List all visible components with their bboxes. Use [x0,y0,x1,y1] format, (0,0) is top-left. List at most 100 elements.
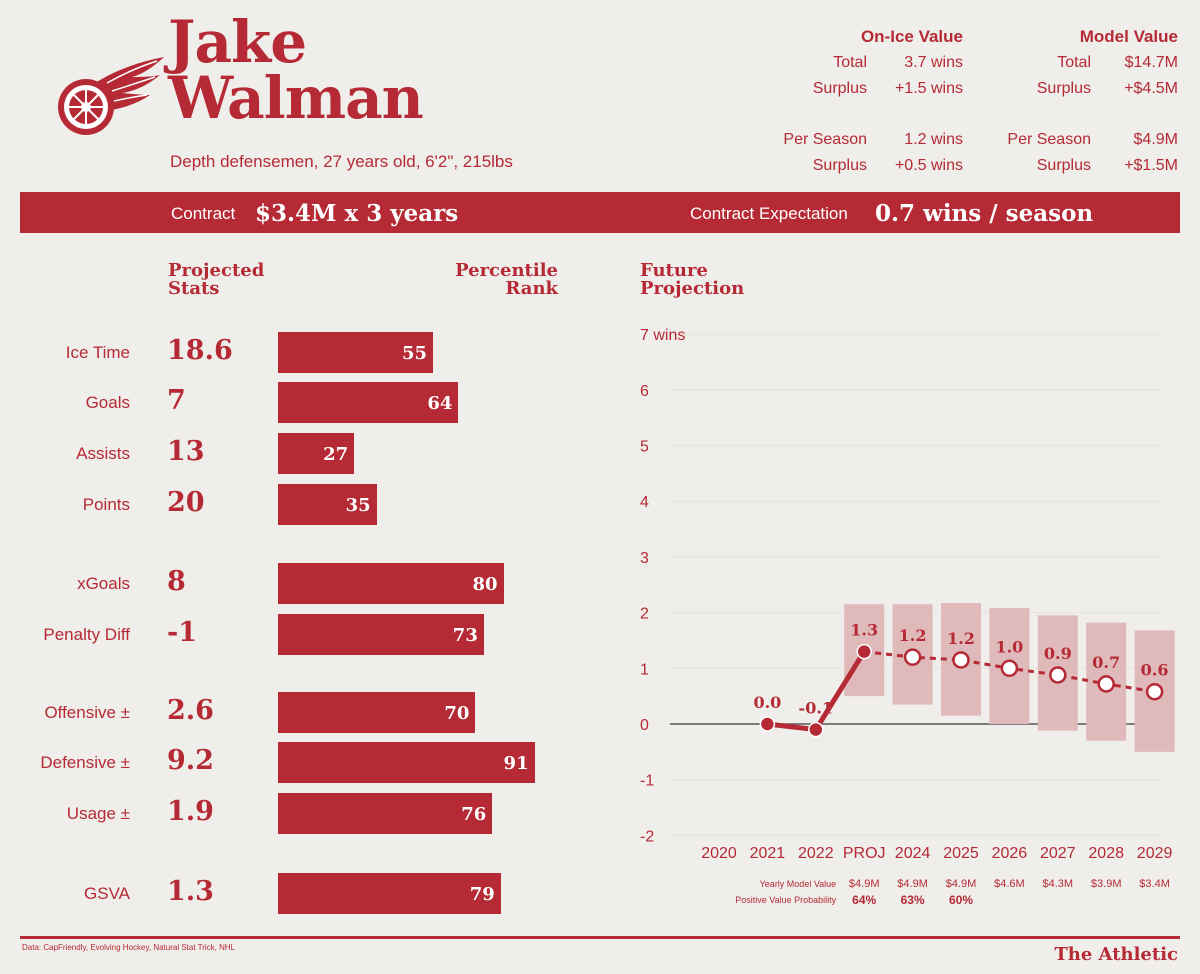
actual-point [759,716,776,732]
contract-band: Contract $3.4M x 3 years Contract Expect… [20,192,1180,233]
future-projection-header: Future Projection [640,260,745,299]
data-source: Data: CapFriendly, Evolving Hockey, Natu… [22,943,236,952]
stat-value: 1.3 [167,876,214,907]
actual-data-label: -0.1 [799,699,833,718]
x-tick-label: 2021 [750,845,786,862]
contract-label: Contract [171,204,236,223]
model-surplus-label: Surplus [1036,80,1091,97]
percentile-rank-header: Percentile Rank [455,260,558,299]
percentile-bar: 76 [278,793,493,834]
projected-stats-header: Projected Stats [168,260,265,299]
yearly-model-label: Yearly Model Value [760,879,837,889]
x-tick-label: 2027 [1040,845,1076,862]
footer-rule [20,936,1180,939]
on-ice-surplus-label: Surplus [812,80,867,97]
yearly-model-value: $4.3M [1043,878,1074,890]
y-tick-label: 0 [640,717,649,734]
future-projection-chart: -2 -1 0 1 2 3 4 5 6 7 wins 2020 2021 2022 PROJ $4.9M 64… [640,327,1175,907]
last-name: Walman [168,64,424,132]
percentile-bar: 79 [278,873,501,914]
actual-data-label: 0.0 [753,693,781,712]
stat-value: -1 [167,617,197,648]
percentile-bar: 27 [278,433,355,474]
x-tick-label: 2025 [943,845,979,862]
stat-label: GSVA [84,884,130,903]
y-tick-label: 5 [640,439,649,456]
stat-label: Offensive ± [44,703,130,722]
contract-value: $3.4M x 3 years [255,200,459,227]
on-ice-total-label: Total [833,54,867,71]
yearly-model-value: $4.6M [994,878,1025,890]
yearly-model-value: $4.9M [946,878,977,890]
projection-point [1000,659,1019,678]
x-tick-label: 2024 [895,845,931,862]
percentile-bar: 35 [278,484,377,525]
projection-point [952,651,970,669]
projection-data-label: 1.2 [899,626,927,645]
stat-label: Assists [76,444,130,463]
on-ice-ps-surplus-label: Surplus [812,157,867,174]
stat-value: 7 [167,385,186,416]
contract-expectation-value: 0.7 wins / season [875,200,1094,227]
percentile-bar: 64 [278,382,459,423]
on-ice-per-season: 1.2 wins [904,131,963,148]
stat-label: Goals [85,393,130,412]
projection-data-label: 1.2 [947,629,975,648]
projection-data-label: 0.9 [1044,644,1072,663]
y-tick-label: -1 [640,773,654,790]
x-tick-label: 2020 [701,845,737,862]
y-tick-label: 6 [640,383,649,400]
percentile-bar: 91 [278,742,535,783]
y-tick-label: 2 [640,606,649,623]
on-ice-ps-surplus: +0.5 wins [894,157,963,174]
projection-data-label: 1.0 [995,637,1023,656]
y-tick-label: -2 [640,828,654,845]
x-tick-label: 2029 [1137,845,1173,862]
model-title: Model Value [1079,27,1178,46]
yearly-model-value: $3.4M [1139,878,1170,890]
positive-value-probability: 64% [852,893,876,907]
model-per-season: $4.9M [1133,131,1178,148]
brand-logo: The Athletic [1054,944,1178,965]
probability-label: Positive Value Probability [735,895,836,905]
player-name: Jake Walman [168,13,424,132]
stat-label: Defensive ± [40,753,130,772]
projection-data-label: 1.3 [850,621,878,640]
stat-label: xGoals [77,574,130,593]
stat-label: Penalty Diff [43,625,130,644]
on-ice-per-season-label: Per Season [783,131,867,148]
yearly-model-value: $4.9M [897,878,928,890]
projection-point [1145,682,1164,701]
percentile-bar: 80 [278,563,504,604]
stat-label: Usage ± [66,804,130,823]
stat-value: 13 [167,436,205,467]
yearly-model-value: $3.9M [1091,878,1122,890]
y-tick-label: 3 [640,550,649,567]
stat-value: 8 [167,566,186,597]
x-tick-label: 2028 [1088,845,1124,862]
stat-value: 2.6 [167,695,214,726]
y-tick-label: 7 wins [640,327,685,344]
projection-point [1049,666,1067,684]
percentile-bar: 55 [278,332,434,373]
positive-value-probability: 63% [901,893,925,907]
model-total-label: Total [1057,54,1091,71]
model-per-season-label: Per Season [1007,131,1091,148]
contract-expectation-label: Contract Expectation [690,204,848,223]
stat-value: 20 [167,487,205,518]
actual-point [856,643,872,660]
stat-value: 18.6 [167,335,233,366]
positive-value-probability: 60% [949,893,973,907]
percentile-bar: 70 [278,692,476,733]
projection-point [1097,675,1115,693]
red-wings-logo [58,57,164,135]
on-ice-total: 3.7 wins [904,54,963,71]
model-surplus: +$4.5M [1124,80,1178,97]
x-tick-label: 2026 [992,845,1028,862]
on-ice-surplus: +1.5 wins [894,80,963,97]
y-tick-label: 4 [640,494,649,511]
on-ice-title: On-Ice Value [860,27,963,46]
player-description: Depth defensemen, 27 years old, 6'2", 21… [170,152,513,171]
percentile-bar: 73 [278,614,484,655]
